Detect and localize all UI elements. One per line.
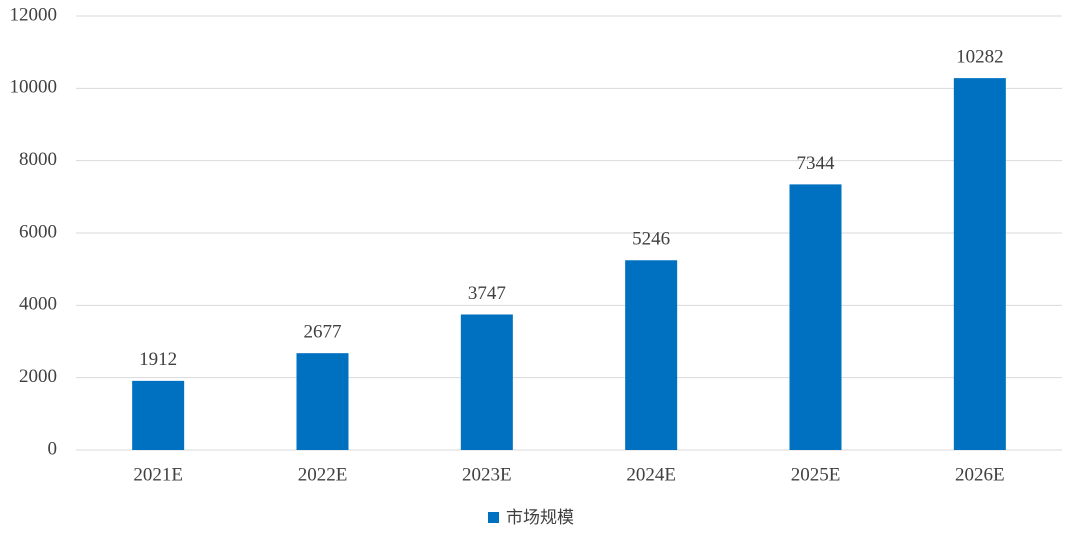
y-tick-label: 6000 — [19, 221, 57, 242]
data-label: 7344 — [797, 153, 836, 174]
bar — [460, 314, 513, 450]
x-tick-label: 2023E — [462, 464, 512, 485]
y-tick-label: 0 — [48, 438, 58, 459]
bar — [132, 380, 185, 450]
y-tick-label: 12000 — [10, 4, 58, 25]
y-tick-label: 2000 — [19, 366, 57, 387]
data-label: 1912 — [139, 349, 177, 370]
x-tick-label: 2026E — [955, 464, 1005, 485]
legend-label: 市场规模 — [506, 508, 574, 528]
legend-swatch — [488, 512, 499, 523]
x-tick-label: 2022E — [298, 464, 348, 485]
bar — [953, 78, 1006, 450]
y-tick-label: 4000 — [19, 294, 57, 315]
y-tick-label: 10000 — [10, 77, 58, 98]
x-tick-label: 2024E — [626, 464, 676, 485]
data-label: 10282 — [956, 46, 1004, 67]
bar — [296, 353, 349, 450]
bar — [789, 184, 842, 450]
data-label: 3747 — [468, 283, 506, 304]
data-label: 2677 — [304, 322, 342, 343]
data-label: 5246 — [632, 229, 670, 250]
y-tick-label: 8000 — [19, 149, 57, 170]
x-tick-label: 2025E — [791, 464, 841, 485]
bar — [625, 260, 678, 450]
x-tick-label: 2021E — [133, 464, 183, 485]
